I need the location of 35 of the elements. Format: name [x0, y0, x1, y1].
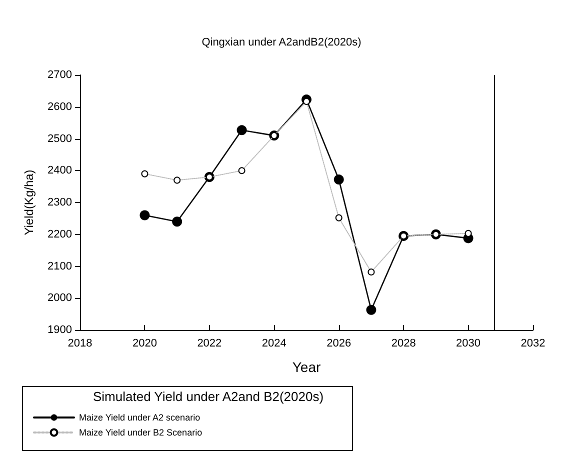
legend-label: Maize Yield under B2 Scenario [79, 428, 202, 438]
x-tick-label: 2024 [262, 338, 286, 350]
point [236, 125, 247, 136]
x-tick-label: 2022 [197, 338, 222, 350]
y-axis-title: Yield(Kg/ha) [22, 170, 36, 236]
y-tick-label: 2300 [48, 196, 72, 208]
point [464, 230, 472, 237]
point [141, 170, 148, 178]
chart-title: Qingxian under A2andB2(2020s) [202, 36, 362, 48]
y-tick-label: 2400 [48, 164, 72, 177]
legend-title: Simulated Yield under A2and B2(2020s) [93, 389, 324, 404]
y-tick-label: 2200 [48, 228, 72, 240]
y-tick-label: 2000 [48, 292, 72, 304]
point [174, 176, 181, 184]
point [140, 210, 150, 220]
y-tick-label: 2100 [48, 260, 72, 272]
point [303, 98, 310, 105]
point [366, 304, 376, 315]
y-tick-label: 2500 [48, 132, 72, 145]
point [368, 268, 375, 276]
point [238, 167, 246, 174]
y-tick-label: 2700 [48, 69, 72, 81]
x-tick-label: 2028 [391, 338, 416, 350]
x-axis-title: Year [292, 359, 321, 375]
point [334, 174, 344, 185]
point [335, 214, 342, 222]
x-tick-label: 2020 [132, 338, 157, 350]
legend-label: Maize Yield under A2 scenario [79, 412, 200, 422]
point [172, 216, 182, 227]
y-tick-label: 2600 [48, 100, 72, 113]
x-tick-label: 2030 [456, 338, 481, 350]
x-tick-label: 2032 [520, 338, 546, 350]
x-tick-label: 2018 [68, 338, 92, 350]
y-tick-label: 1900 [48, 324, 72, 336]
x-tick-label: 2026 [326, 338, 352, 350]
